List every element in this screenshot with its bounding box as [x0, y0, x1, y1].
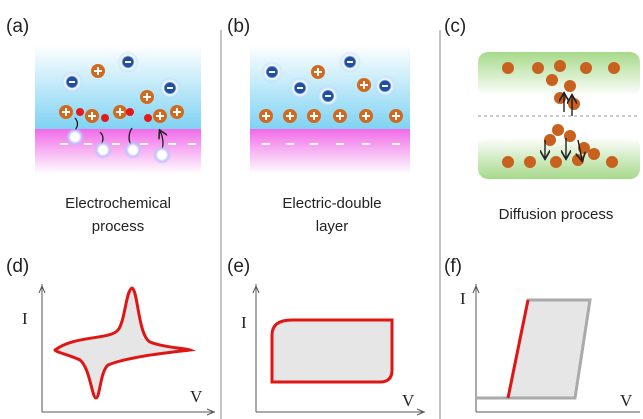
panel-label: (a) — [6, 16, 29, 37]
plot-label: (e) — [227, 256, 250, 277]
axis-label: V — [190, 387, 203, 406]
edl-plot — [253, 284, 425, 415]
axis-label: I — [460, 289, 466, 308]
caption: Diffusion process — [499, 206, 614, 223]
axis-label: V — [402, 391, 415, 410]
panel-label: (c) — [444, 16, 466, 37]
caption: Electric-double — [282, 195, 381, 212]
caption: layer — [316, 218, 349, 235]
cv-plot — [39, 284, 215, 415]
caption: process — [92, 218, 145, 235]
electrochemical-illustration — [35, 45, 201, 174]
plot-label: (d) — [6, 256, 29, 277]
panel-label: (b) — [227, 16, 250, 37]
axis-label: I — [22, 309, 28, 328]
figure: (a) (b) (c) Electrochemical process Elec… — [0, 0, 643, 419]
axis-label: V — [620, 391, 633, 410]
diffusion-illustration — [478, 52, 640, 179]
plot-label: (f) — [444, 256, 462, 277]
diffusion-plot — [473, 284, 640, 412]
axis-label: I — [241, 313, 247, 332]
caption: Electrochemical — [65, 195, 171, 212]
double-layer-illustration — [250, 45, 410, 174]
